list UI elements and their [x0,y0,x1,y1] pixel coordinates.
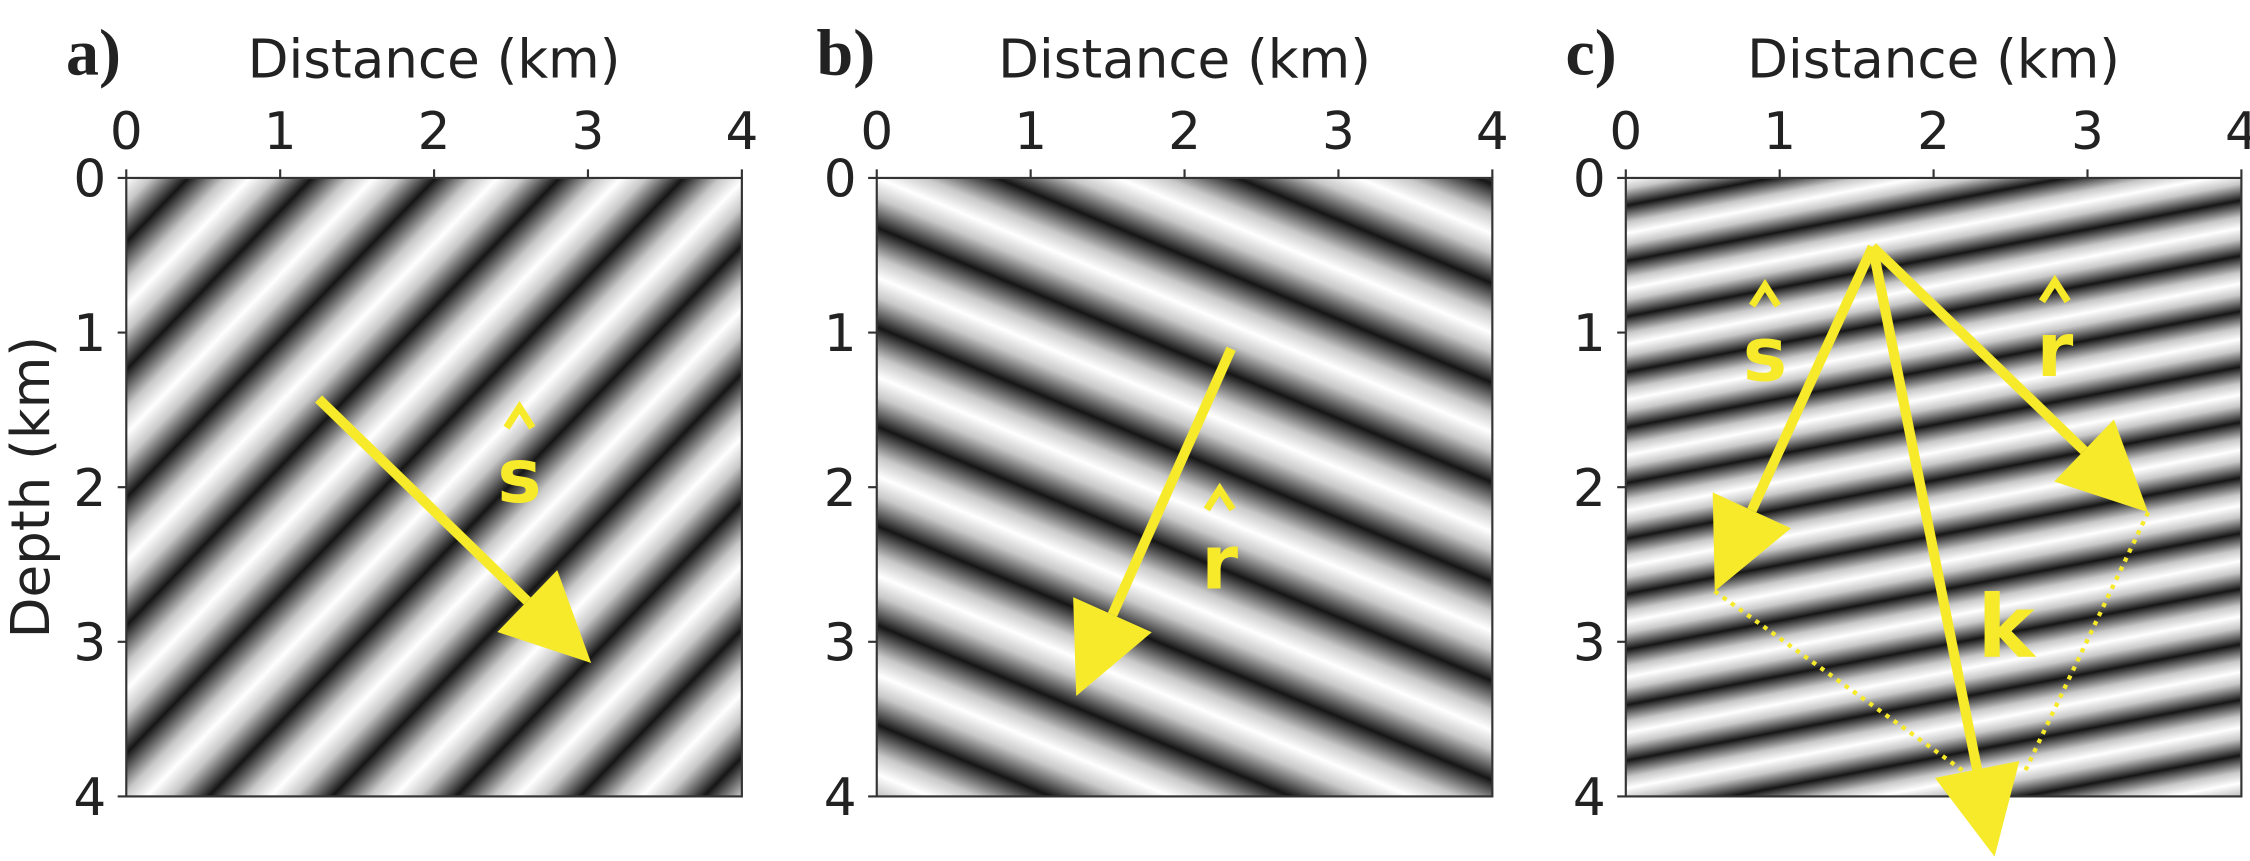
vector-label: r [2036,307,2073,394]
x-tick-label: 1 [1763,102,1796,162]
vector-label: k [1977,578,2036,678]
panel-label: b) [816,17,875,90]
y-tick-label: 2 [824,459,857,519]
x-tick-label: 3 [2071,102,2104,162]
y-tick-label: 1 [1573,304,1606,364]
panel-label: c) [1566,17,1617,90]
arrow-shaft [1869,243,2088,455]
arrow-head [1073,597,1152,696]
y-tick-label: 2 [1573,459,1606,519]
x-tick-label: 4 [1476,102,1509,162]
y-tick-label: 4 [824,768,857,828]
x-tick-label: 3 [1322,102,1355,162]
x-tick-label: 0 [1609,102,1642,162]
x-tick-label: 2 [418,102,451,162]
y-tick-label: 0 [1573,150,1606,210]
y-tick-label: 4 [1573,768,1606,828]
arrow-head [497,570,592,663]
wave-field [1624,176,2243,798]
y-tick-label: 1 [73,304,106,364]
arrow-head [1712,492,1791,592]
x-tick-label: 1 [1014,102,1047,162]
y-tick-label: 4 [73,768,106,828]
y-tick-label: 3 [73,613,106,673]
x-tick-label: 2 [1917,102,1950,162]
arrow-head [2054,419,2149,513]
x-tick-label: 2 [1168,102,1201,162]
y-tick-label: 1 [824,304,857,364]
hat [1203,482,1236,512]
vector-label: s [1743,311,1787,398]
wave-field [875,176,1494,798]
hat [503,400,536,430]
dotted-line [2021,511,2151,776]
y-tick-label: 0 [73,150,106,210]
x-tick-label: 4 [725,102,758,162]
arrow-shaft [1107,346,1236,617]
x-axis-title: Distance (km) [998,29,1371,91]
vector-label: r [1201,519,1238,606]
arrow-shaft [1867,245,1983,771]
y-tick-label: 3 [1573,613,1606,673]
y-tick-label: 2 [73,459,106,519]
x-axis-title: Distance (km) [1747,29,2120,91]
x-tick-label: 0 [860,102,893,162]
arrow-head [1934,760,2020,857]
arrow-shaft [315,395,531,605]
x-tick-label: 3 [572,102,605,162]
y-tick-label: 0 [824,150,857,210]
hat [2038,274,2071,304]
x-axis-title: Distance (km) [248,29,621,91]
arrow-shaft [1747,244,1878,513]
panel-label: a) [66,17,121,90]
x-tick-label: 0 [110,102,143,162]
wave-field [125,176,743,798]
y-tick-label: 3 [824,613,857,673]
y-axis-title: Depth (km) [0,336,62,638]
x-tick-label: 1 [264,102,297,162]
vector-label: s [497,433,541,520]
hat [1749,278,1781,308]
x-tick-label: 4 [2225,102,2250,162]
